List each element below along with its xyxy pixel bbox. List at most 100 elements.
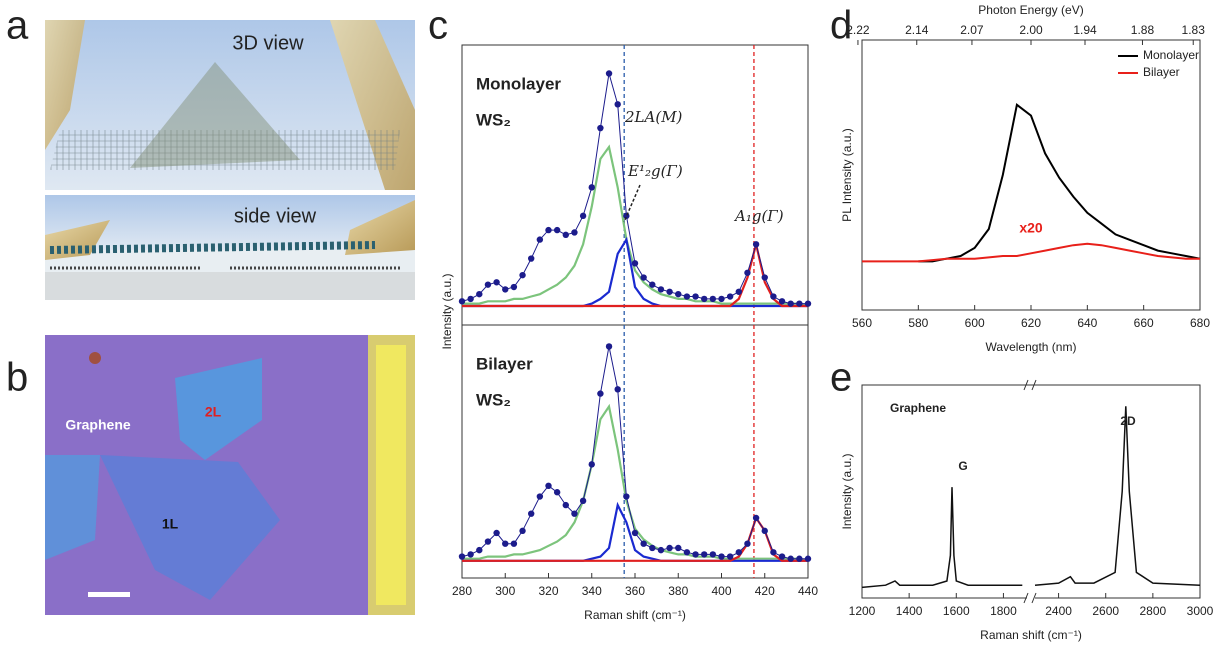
x-tick-label: 1400 [896, 604, 923, 618]
legend-label: Bilayer [1143, 65, 1180, 79]
data-point [788, 556, 794, 562]
x-tick-label: 620 [1021, 316, 1041, 330]
data-point [476, 291, 482, 297]
data-point [718, 296, 724, 302]
x-tick-label: 560 [852, 316, 872, 330]
x-tick-label: 1800 [990, 604, 1017, 618]
data-point [649, 545, 655, 551]
data-point [502, 540, 508, 546]
data-point [805, 556, 811, 562]
x-tick-label: 2600 [1092, 604, 1119, 618]
x-tick-label: 580 [908, 316, 928, 330]
data-point [805, 300, 811, 306]
data-point [528, 255, 534, 261]
data-point [485, 538, 491, 544]
peak-label: 2D [1120, 414, 1136, 428]
data-point [563, 502, 569, 508]
panel-label: c [428, 4, 448, 48]
panel-label: b [6, 356, 28, 400]
data-point [571, 510, 577, 516]
sample-label: Bilayer [476, 354, 533, 373]
data-point [762, 528, 768, 534]
data-point [485, 281, 491, 287]
data-point [537, 493, 543, 499]
y-axis-title: Intensity (a.u.) [440, 273, 454, 349]
chart-title: Graphene [890, 401, 946, 415]
data-point [675, 291, 681, 297]
panel-a: 3D view side view [45, 20, 415, 300]
peak-label: G [958, 459, 967, 473]
data-point [710, 551, 716, 557]
data-point [796, 300, 802, 306]
x2-tick-label: 1.83 [1182, 23, 1206, 37]
series-line [462, 407, 808, 561]
data-point [736, 549, 742, 555]
data-point [459, 553, 465, 559]
data-point [675, 545, 681, 551]
x2-tick-label: 2.22 [846, 23, 870, 37]
peak-label: 2LA(M) [624, 108, 683, 126]
figure: 3D view side view Graphene 2L 1L a b c d… [0, 0, 1223, 660]
data-point [762, 274, 768, 280]
label: 1L [162, 516, 179, 532]
data-point [476, 547, 482, 553]
y-axis-title: Intensity (a.u.) [840, 453, 854, 529]
data-point [744, 540, 750, 546]
data-point [632, 260, 638, 266]
electrode [376, 345, 406, 605]
panel-b: Graphene 2L 1L [45, 335, 415, 615]
caption: 3D view [232, 32, 304, 54]
series-line [462, 240, 808, 306]
data-point [459, 298, 465, 304]
data-point [580, 213, 586, 219]
data-point [528, 510, 534, 516]
x2-tick-label: 2.00 [1019, 23, 1043, 37]
legend-label: Monolayer [1143, 48, 1199, 62]
x-tick-label: 280 [452, 584, 472, 598]
data-point [467, 551, 473, 557]
data-point [537, 236, 543, 242]
data-point [684, 549, 690, 555]
data-point [779, 298, 785, 304]
data-point [511, 540, 517, 546]
x-tick-label: 420 [755, 584, 775, 598]
data-point [710, 296, 716, 302]
data-point [545, 227, 551, 233]
data-point [597, 390, 603, 396]
x-tick-label: 360 [625, 584, 645, 598]
data-point [493, 530, 499, 536]
series-line [918, 105, 1200, 262]
data-point [796, 556, 802, 562]
data-point [554, 489, 560, 495]
data-point [666, 545, 672, 551]
x-tick-label: 440 [798, 584, 818, 598]
data-point [753, 515, 759, 521]
data-point [770, 549, 776, 555]
data-point [692, 551, 698, 557]
label: 2L [205, 404, 222, 420]
x-axis-title: Wavelength (nm) [986, 340, 1077, 354]
data-point [736, 289, 742, 295]
series-line [862, 406, 1200, 587]
data-point [606, 343, 612, 349]
data-point [701, 551, 707, 557]
y-axis-title: PL Intensity (a.u.) [840, 128, 854, 222]
data-point [770, 293, 776, 299]
x2-axis-title: Photon Energy (eV) [978, 3, 1083, 17]
data-point [701, 296, 707, 302]
x-tick-label: 660 [1134, 316, 1154, 330]
plot-frame [862, 40, 1200, 310]
data-point [545, 483, 551, 489]
x2-tick-label: 1.94 [1073, 23, 1097, 37]
data-point [666, 289, 672, 295]
data-point [589, 461, 595, 467]
x-axis-title: Raman shift (cm⁻¹) [980, 628, 1082, 642]
data-point [658, 286, 664, 292]
data-point [589, 184, 595, 190]
panel-label: a [6, 4, 29, 48]
data-point [727, 293, 733, 299]
x-tick-label: 380 [668, 584, 688, 598]
plot-frame [862, 385, 1200, 598]
data-point [658, 547, 664, 553]
data-point [467, 296, 473, 302]
